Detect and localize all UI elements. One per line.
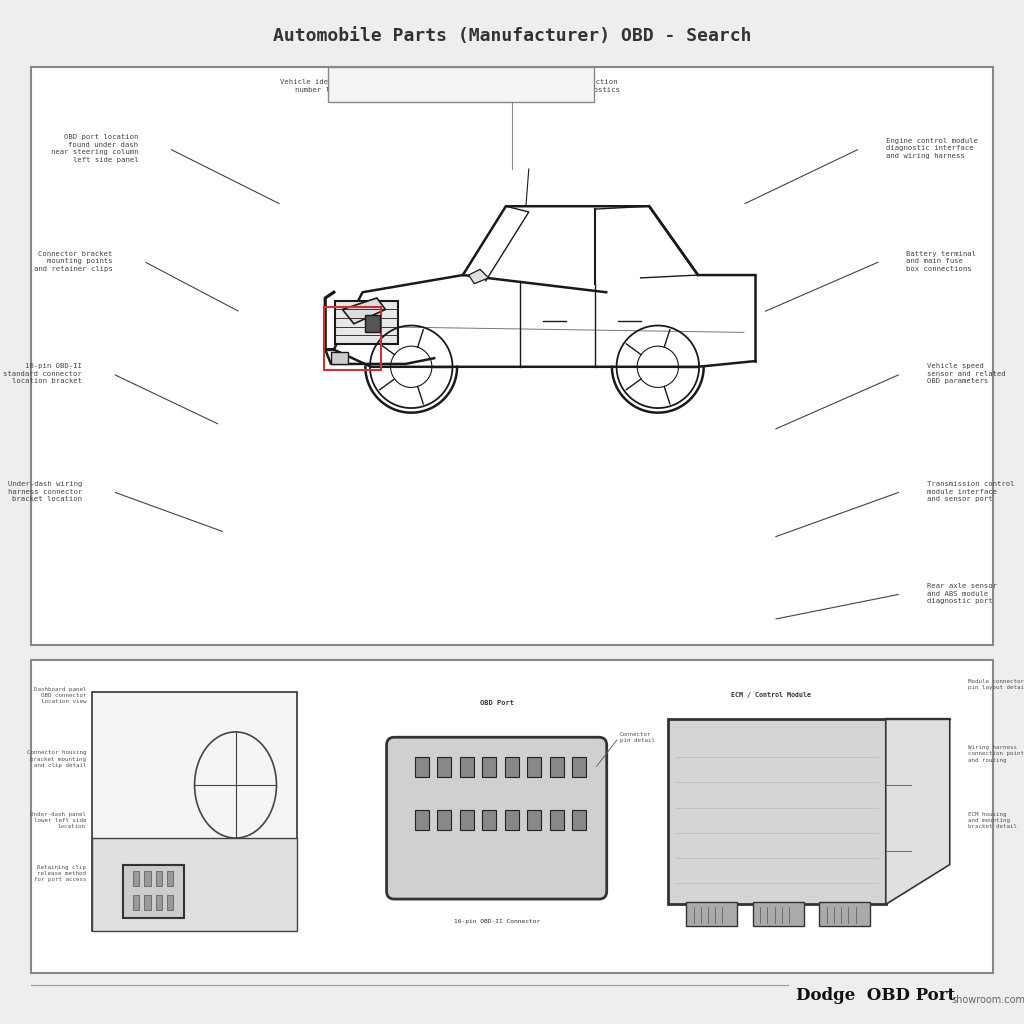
Text: Vehicle speed
sensor and related
OBD parameters: Vehicle speed sensor and related OBD par… xyxy=(927,364,1006,384)
Bar xyxy=(482,810,497,830)
Bar xyxy=(133,871,139,886)
Bar xyxy=(437,810,452,830)
Bar xyxy=(550,757,564,777)
Text: ECM housing
and mounting
bracket detail: ECM housing and mounting bracket detail xyxy=(968,811,1017,828)
Text: Under-dash wiring
harness connector
bracket location: Under-dash wiring harness connector brac… xyxy=(7,481,82,502)
Bar xyxy=(167,895,173,909)
Bar xyxy=(328,67,594,102)
Bar xyxy=(415,810,429,830)
Bar xyxy=(156,871,162,886)
Text: Battery terminal
and main fuse
box connections: Battery terminal and main fuse box conne… xyxy=(906,251,976,271)
Text: Dashboard panel
OBD connector
location view: Dashboard panel OBD connector location v… xyxy=(34,687,86,705)
Bar xyxy=(668,719,886,904)
Text: 16-pin OBD-II Connector: 16-pin OBD-II Connector xyxy=(454,919,540,924)
Polygon shape xyxy=(92,692,297,931)
Text: Dodge  OBD Port: Dodge OBD Port xyxy=(796,987,955,1004)
Text: Engine control module
diagnostic interface
and wiring harness: Engine control module diagnostic interfa… xyxy=(886,138,978,159)
Text: Automobile Parts (Manufacturer) OBD - Search: Automobile Parts (Manufacturer) OBD - Se… xyxy=(272,27,752,45)
Polygon shape xyxy=(342,298,385,324)
Text: Scan tool connection
point for diagnostics: Scan tool connection point for diagnosti… xyxy=(527,79,620,93)
Bar xyxy=(167,871,173,886)
Bar xyxy=(460,810,474,830)
Bar xyxy=(437,757,452,777)
Text: Under-dash panel
lower left side
location: Under-dash panel lower left side locatio… xyxy=(30,811,86,828)
Bar xyxy=(819,902,870,926)
Text: Vehicle identification
number location: Vehicle identification number location xyxy=(280,79,376,93)
Bar xyxy=(144,895,151,909)
FancyBboxPatch shape xyxy=(387,737,606,899)
Polygon shape xyxy=(886,719,950,904)
Bar xyxy=(331,352,348,364)
Text: 16-pin OBD-II
standard connector
location bracket: 16-pin OBD-II standard connector locatio… xyxy=(3,364,82,384)
Text: Module connector
pin layout detail: Module connector pin layout detail xyxy=(968,679,1024,690)
Text: Connector
pin detail: Connector pin detail xyxy=(620,732,654,743)
Bar xyxy=(415,757,429,777)
Text: OBD Port: OBD Port xyxy=(479,700,514,707)
Bar xyxy=(31,67,993,645)
Text: Rear axle sensor
and ABS module
diagnostic port: Rear axle sensor and ABS module diagnost… xyxy=(927,584,996,604)
Bar xyxy=(133,895,139,909)
Bar xyxy=(366,315,380,333)
Text: Connector housing
bracket mounting
and clip detail: Connector housing bracket mounting and c… xyxy=(27,751,86,768)
Bar xyxy=(156,895,162,909)
Bar xyxy=(572,757,587,777)
Bar xyxy=(460,757,474,777)
Bar xyxy=(335,301,398,344)
Bar xyxy=(505,810,519,830)
Bar xyxy=(753,902,804,926)
Text: showroom.com: showroom.com xyxy=(951,995,1024,1006)
Bar xyxy=(505,757,519,777)
Bar xyxy=(572,810,587,830)
Bar xyxy=(527,810,542,830)
Text: OBD port location
found under dash
near steering column
left side panel: OBD port location found under dash near … xyxy=(51,134,138,163)
Bar xyxy=(31,660,993,973)
Text: Wiring harness
connection point
and routing: Wiring harness connection point and rout… xyxy=(968,745,1024,763)
Bar xyxy=(144,871,151,886)
Bar xyxy=(550,810,564,830)
Text: ECM / Control Module: ECM / Control Module xyxy=(730,692,811,698)
Polygon shape xyxy=(92,838,297,931)
Bar xyxy=(482,757,497,777)
Bar xyxy=(123,864,184,918)
Bar xyxy=(527,757,542,777)
Text: Connector bracket
mounting points
and retainer clips: Connector bracket mounting points and re… xyxy=(34,251,113,271)
Text: Retaining clip
release method
for port access: Retaining clip release method for port a… xyxy=(34,864,86,882)
Text: Transmission control
module interface
and sensor port: Transmission control module interface an… xyxy=(927,481,1014,502)
Bar xyxy=(686,902,737,926)
Polygon shape xyxy=(469,269,488,284)
